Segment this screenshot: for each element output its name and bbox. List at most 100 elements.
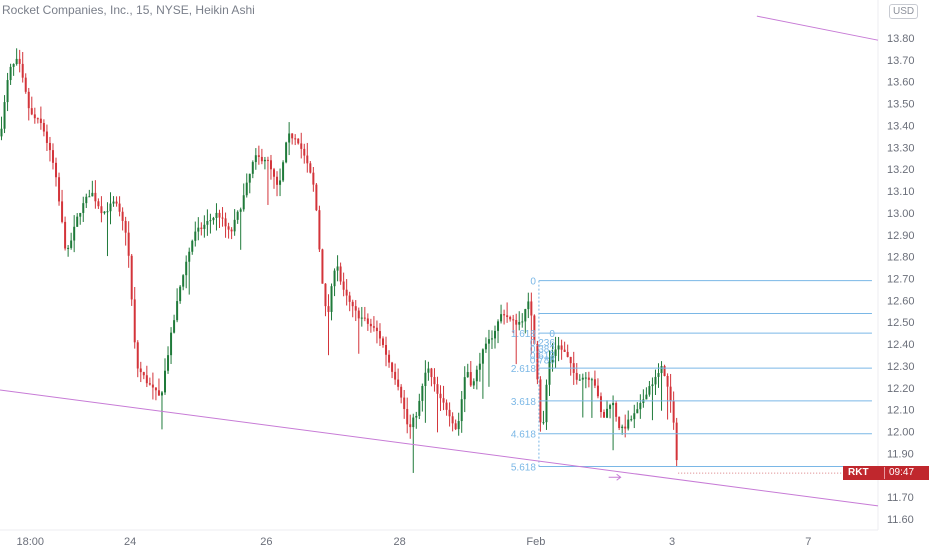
candle-body	[339, 266, 342, 282]
candle-body	[666, 375, 669, 387]
candle-body	[164, 370, 167, 393]
fib-level-label: 0	[530, 277, 536, 288]
candle-body	[42, 123, 45, 132]
currency-button[interactable]: USD	[889, 4, 919, 19]
candle-body	[457, 421, 460, 430]
candle-body	[294, 138, 297, 140]
candle-body	[575, 372, 578, 380]
candle-body	[263, 159, 266, 162]
candle-body	[279, 180, 282, 185]
candle-body	[360, 317, 363, 319]
candle-body	[366, 318, 369, 324]
candle-body	[451, 416, 454, 424]
trendline-layer[interactable]	[0, 15, 879, 507]
candle-body	[669, 386, 672, 402]
candle-body	[330, 286, 333, 312]
candle-body	[191, 240, 194, 252]
price-tick-label: 13.60	[887, 77, 915, 89]
candle-body	[618, 416, 621, 429]
candle-body	[100, 206, 103, 214]
candle-body	[403, 397, 406, 409]
candle-body	[394, 371, 397, 380]
candle-body	[33, 114, 36, 119]
candle-body	[415, 415, 418, 418]
price-tick-label: 13.80	[887, 33, 915, 45]
candle-body	[630, 419, 633, 421]
candle-body	[569, 356, 572, 364]
trendline[interactable]	[756, 15, 879, 41]
candle-body	[612, 403, 615, 406]
candle-body	[321, 249, 324, 284]
candle-body	[518, 321, 521, 325]
candle-body	[30, 108, 33, 115]
candle-body	[79, 212, 82, 217]
candle-body	[27, 91, 30, 109]
time-tick-label: 3	[669, 536, 675, 548]
candle-body	[115, 201, 118, 204]
price-tick-label: 13.70	[887, 55, 915, 67]
price-tick-label: 13.10	[887, 186, 915, 198]
time-axis[interactable]: 18:00 24 26 28 Feb 3 7	[17, 536, 812, 548]
candle-body	[378, 331, 381, 339]
candle-body	[333, 270, 336, 287]
time-tick-label: 7	[805, 536, 811, 548]
fib-level-label: 2.618	[511, 364, 536, 375]
candle-body	[388, 354, 391, 363]
candle-body	[91, 192, 94, 197]
candle-body	[21, 63, 24, 78]
candle-body	[469, 372, 472, 386]
candle-body	[12, 64, 15, 67]
candle-body	[24, 77, 27, 92]
candle-body	[269, 160, 272, 170]
candle-body	[336, 266, 339, 271]
candle-body	[581, 377, 584, 380]
candle-body	[345, 289, 348, 296]
candle-body	[406, 408, 409, 425]
candle-body	[436, 384, 439, 394]
candle-body	[578, 379, 581, 381]
candle-body	[127, 232, 130, 256]
candle-body	[176, 301, 179, 321]
candle-body	[448, 409, 451, 417]
candle-body	[248, 173, 251, 183]
candle-body	[309, 163, 312, 173]
candle-body	[509, 316, 512, 320]
candle-body	[51, 150, 54, 163]
trendline[interactable]	[0, 389, 879, 507]
candle-body	[55, 162, 58, 178]
candle-body	[327, 306, 330, 312]
candle-body	[185, 261, 188, 276]
price-tick-label: 12.20	[887, 383, 915, 395]
candle-body	[533, 315, 536, 344]
candle-body	[6, 80, 9, 103]
candle-body	[442, 398, 445, 403]
candle-body	[133, 299, 136, 343]
candle-body	[254, 155, 257, 163]
candle-body	[282, 162, 285, 181]
candle-body	[145, 375, 148, 384]
price-tick-label: 12.70	[887, 274, 915, 286]
candle-body	[203, 224, 206, 229]
candle-body	[245, 182, 248, 196]
candle-body	[288, 133, 291, 143]
price-axis[interactable]: 13.80 13.70 13.60 13.50 13.40 13.30 13.20 13.10…	[887, 33, 915, 526]
fib-overlap-label: 0	[549, 329, 555, 340]
candle-body	[118, 203, 121, 212]
candle-body	[375, 327, 378, 332]
candle-body	[427, 368, 430, 373]
price-tick-label: 12.90	[887, 230, 915, 242]
fibonacci-layer[interactable]: 01.6182.6183.6184.6185.61800.2360.3820.6…	[511, 277, 872, 481]
candle-body	[454, 423, 457, 430]
candle-body	[197, 227, 200, 232]
fib-overlap-label: 0.236	[530, 338, 555, 349]
price-tag-symbol: RKT	[848, 467, 869, 478]
candle-body	[515, 320, 518, 325]
price-tick-label: 12.50	[887, 317, 915, 329]
candle-body	[512, 319, 515, 321]
candle-body	[418, 400, 421, 416]
price-tick-label: 13.50	[887, 99, 915, 111]
candle-body	[260, 156, 263, 162]
